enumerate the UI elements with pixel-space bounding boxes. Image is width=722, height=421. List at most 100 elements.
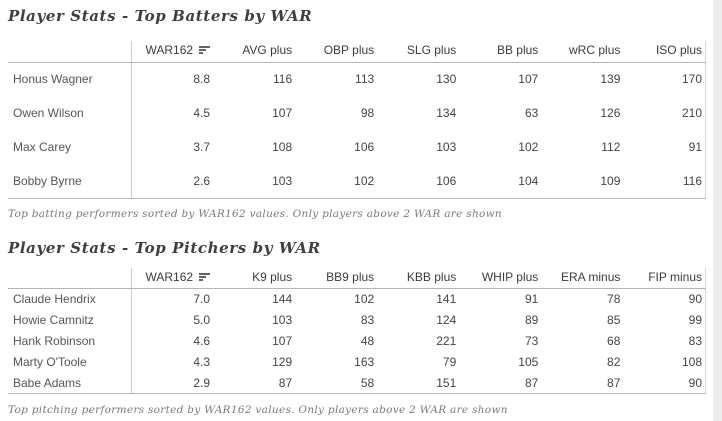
stat-cell: 5.0	[193, 313, 211, 327]
stat-cell: 8.8	[193, 72, 211, 87]
column-header-bb-plus[interactable]: BB plus	[459, 41, 542, 63]
column-header-k9-plus[interactable]: K9 plus	[213, 267, 296, 289]
stat-cell: 91	[524, 292, 539, 307]
stat-cell: 124	[436, 313, 457, 327]
stat-cell: 83	[623, 330, 707, 352]
stat-cell: 7.0	[193, 292, 211, 307]
batters-footnote: Top batting performers sorted by WAR162 …	[8, 207, 502, 220]
stat-cell: 90	[623, 372, 707, 394]
column-header-label: ISO plus	[655, 43, 702, 58]
column-header-bb9-plus[interactable]: BB9 plus	[295, 267, 378, 289]
stat-cell: 73	[524, 334, 539, 348]
column-header-whip-plus[interactable]: WHIP plus	[459, 267, 542, 289]
table-row[interactable]: Bobby Byrne 2.6 103 102 106 104 109 116	[8, 164, 707, 199]
player-name: Babe Adams	[8, 372, 132, 394]
stat-cell: 108	[272, 140, 293, 154]
stat-cell: 79	[442, 355, 457, 369]
stat-cell: 144	[272, 292, 293, 307]
stat-cell: 99	[623, 309, 707, 331]
stat-cell: 102	[295, 164, 378, 199]
table-row[interactable]: Howie Camnitz 5.0 103 83 124 89 85 99	[8, 309, 707, 331]
column-header-iso-plus[interactable]: ISO plus	[623, 41, 707, 63]
table-row[interactable]: Honus Wagner 8.8 116 113 130 107 139 170	[8, 62, 707, 96]
stat-cell: 134	[436, 106, 457, 120]
column-header-kbb-plus[interactable]: KBB plus	[377, 267, 460, 289]
column-header-label: WAR162	[145, 43, 194, 58]
column-header-label: ERA minus	[561, 269, 621, 284]
stat-cell: 151	[377, 372, 460, 394]
stat-cell: 141	[436, 292, 457, 307]
column-header-avg-plus[interactable]: AVG plus	[213, 41, 296, 63]
pitchers-title: Player Stats - Top Pitchers by WAR	[8, 238, 321, 257]
stat-cell: 103	[436, 140, 457, 154]
stat-cell: 103	[213, 164, 296, 199]
column-header-label: BB9 plus	[326, 269, 375, 284]
stat-cell: 58	[295, 372, 378, 394]
pitchers-header-row: WAR162 K9 plus BB9 plus KBB plus WHIP pl…	[8, 267, 707, 289]
stat-cell: 107	[518, 72, 539, 87]
column-header-label: SLG plus	[406, 43, 457, 58]
table-row[interactable]: Marty O'Toole 4.3 129 163 79 105 82 108	[8, 351, 707, 373]
batters-section: Player Stats - Top Batters by WAR WAR162	[8, 6, 722, 221]
column-header-wrc-plus[interactable]: wRC plus	[541, 41, 624, 63]
corner-cell	[8, 267, 132, 289]
stat-cell: 129	[272, 355, 293, 369]
column-header-era-minus[interactable]: ERA minus	[541, 267, 624, 289]
player-name: Max Carey	[8, 130, 132, 164]
batters-header-row: WAR162 AVG plus OBP plus SLG plus BB plu…	[8, 41, 707, 63]
column-header-label: KBB plus	[406, 269, 457, 284]
stat-cell: 163	[354, 355, 375, 369]
stat-cell: 48	[360, 334, 375, 348]
stat-cell: 87	[541, 372, 624, 394]
stat-cell: 82	[607, 355, 621, 369]
stat-cell: 87	[213, 372, 296, 394]
table-row[interactable]: Hank Robinson 4.6 107 48 221 73 68 83	[8, 330, 707, 352]
stat-cell: 170	[623, 62, 707, 96]
stat-cell: 2.9	[131, 372, 214, 394]
stat-cell: 112	[601, 140, 621, 154]
stat-cell: 89	[524, 313, 539, 327]
column-header-war162[interactable]: WAR162	[131, 41, 214, 63]
column-header-label: K9 plus	[252, 269, 293, 284]
stat-cell: 83	[360, 313, 375, 327]
player-name: Hank Robinson	[8, 330, 132, 352]
table-row[interactable]: Max Carey 3.7 108 106 103 102 112 91	[8, 130, 707, 164]
stat-cell: 87	[459, 372, 542, 394]
stat-cell: 109	[541, 164, 624, 199]
sort-descending-icon	[199, 46, 211, 55]
stat-cell: 106	[377, 164, 460, 199]
table-row[interactable]: Babe Adams 2.9 87 58 151 87 87 90	[8, 372, 707, 394]
player-name: Owen Wilson	[8, 96, 132, 130]
stat-cell: 4.5	[193, 106, 211, 120]
stat-cell: 221	[436, 334, 457, 348]
stat-cell: 98	[360, 106, 375, 120]
column-header-fip-minus[interactable]: FIP minus	[623, 267, 707, 289]
stat-cell: 85	[607, 313, 621, 327]
column-header-label: WHIP plus	[481, 269, 539, 284]
stat-cell: 91	[623, 130, 707, 164]
column-header-label: AVG plus	[242, 43, 293, 58]
table-row[interactable]: Owen Wilson 4.5 107 98 134 63 126 210	[8, 96, 707, 130]
table-row[interactable]: Claude Hendrix 7.0 144 102 141 91 78 90	[8, 288, 707, 310]
batters-table: WAR162 AVG plus OBP plus SLG plus BB plu…	[8, 41, 707, 199]
column-header-war162[interactable]: WAR162	[131, 267, 214, 289]
pitchers-footnote: Top pitching performers sorted by WAR162…	[8, 404, 508, 416]
column-header-label: BB plus	[496, 43, 539, 58]
player-name: Howie Camnitz	[8, 309, 132, 331]
column-header-label: FIP minus	[648, 269, 702, 284]
column-header-obp-plus[interactable]: OBP plus	[295, 41, 378, 63]
column-header-label: WAR162	[145, 269, 194, 284]
stat-cell: 126	[600, 106, 621, 120]
stat-cell: 78	[607, 292, 621, 307]
column-header-slg-plus[interactable]: SLG plus	[377, 41, 460, 63]
stat-cell: 103	[272, 313, 293, 327]
stat-cell: 107	[272, 106, 293, 120]
stat-cell: 3.7	[193, 140, 211, 154]
player-name: Honus Wagner	[8, 62, 132, 96]
corner-cell	[8, 41, 132, 63]
stat-cell: 102	[518, 140, 539, 154]
stat-cell: 102	[354, 292, 375, 307]
pitchers-section: Player Stats - Top Pitchers by WAR WAR16…	[8, 238, 722, 418]
